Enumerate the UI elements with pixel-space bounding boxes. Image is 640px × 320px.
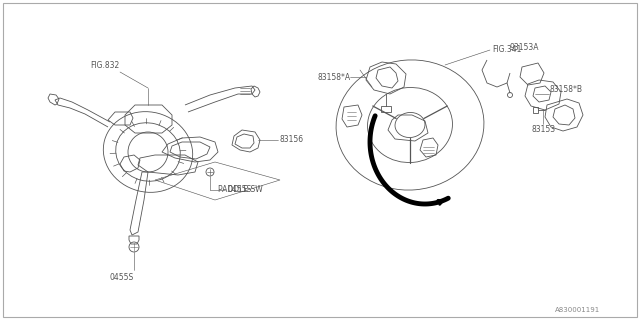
Text: 83156: 83156 xyxy=(280,135,304,145)
Text: 0455S: 0455S xyxy=(110,273,134,282)
Text: 0455S: 0455S xyxy=(227,186,252,195)
Text: PADDLE SW: PADDLE SW xyxy=(218,186,263,195)
Text: FIG.832: FIG.832 xyxy=(90,61,119,70)
Text: 83158*A: 83158*A xyxy=(318,73,351,82)
Text: 83158*B: 83158*B xyxy=(550,85,583,94)
Text: 93153A: 93153A xyxy=(510,43,540,52)
Text: 83153: 83153 xyxy=(531,125,555,134)
Text: A830001191: A830001191 xyxy=(555,307,600,313)
Text: FIG.341: FIG.341 xyxy=(492,45,522,54)
